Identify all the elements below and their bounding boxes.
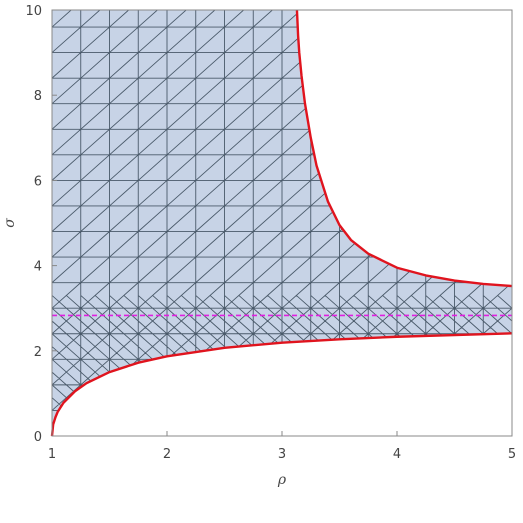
x-tick-label: 1	[48, 447, 56, 462]
y-tick-label: 2	[34, 345, 42, 360]
x-tick-label: 3	[278, 447, 286, 462]
y-tick-label: 4	[34, 260, 42, 275]
y-tick-label: 10	[25, 4, 42, 19]
x-tick-label: 2	[163, 447, 171, 462]
x-tick-label: 5	[508, 447, 516, 462]
upper-boundary-curve	[295, 9, 513, 288]
y-axis: 0 2 4 6 8 10	[25, 4, 57, 445]
y-axis-label: σ	[2, 218, 18, 228]
plot-area	[50, 9, 513, 437]
x-axis: 1 2 3 4 5	[48, 431, 516, 462]
x-tick-label: 4	[393, 447, 401, 462]
lower-boundary-curve	[50, 332, 513, 437]
y-tick-label: 0	[34, 430, 42, 445]
y-tick-label: 8	[34, 89, 42, 104]
x-axis-label: ρ	[277, 472, 287, 488]
y-tick-label: 6	[34, 174, 42, 189]
series-layer	[50, 9, 513, 437]
